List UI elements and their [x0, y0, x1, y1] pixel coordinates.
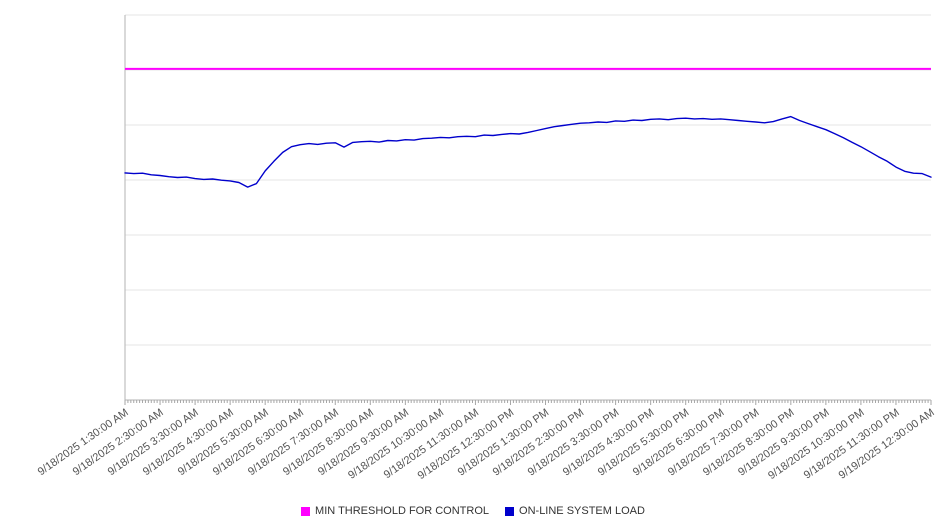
- online-system-load-line: [124, 115, 932, 188]
- legend-item-system-load[interactable]: ON-LINE SYSTEM LOAD: [505, 505, 645, 517]
- system-load-legend-label: ON-LINE SYSTEM LOAD: [519, 505, 645, 517]
- threshold-legend-swatch: [301, 506, 311, 516]
- legend-item-min-threshold[interactable]: MIN THRESHOLD FOR CONTROL: [301, 505, 489, 517]
- threshold-legend-label: MIN THRESHOLD FOR CONTROL: [315, 505, 490, 517]
- chart-legend: MIN THRESHOLD FOR CONTROL ON-LINE SYSTEM…: [0, 505, 946, 517]
- system-load-legend-swatch: [505, 506, 515, 516]
